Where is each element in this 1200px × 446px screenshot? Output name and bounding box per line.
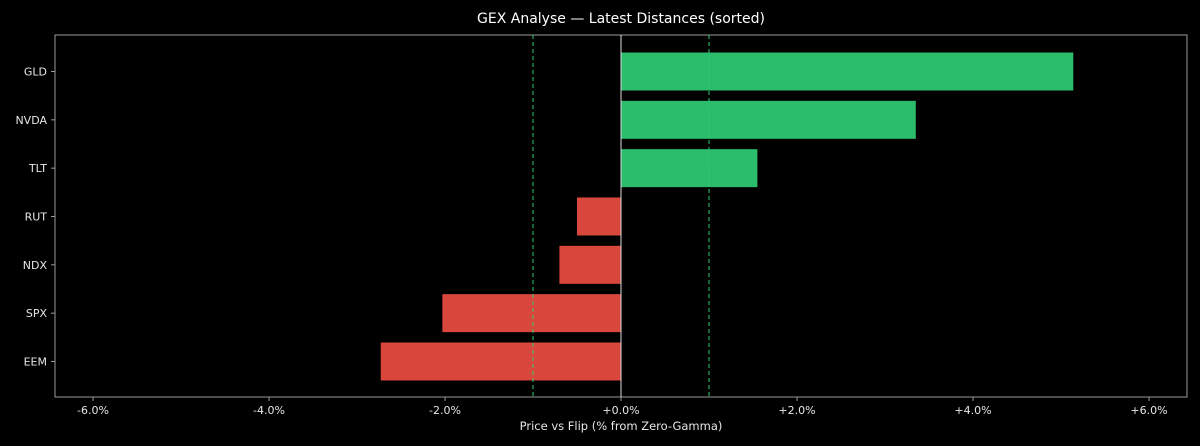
bar-nvda [621, 100, 916, 139]
y-tick-label-gld: GLD [24, 66, 47, 79]
bar-tlt [621, 149, 758, 188]
bar-gld [621, 52, 1074, 91]
y-tick-label-ndx: NDX [23, 259, 48, 272]
x-tick-label: -4.0% [253, 404, 285, 417]
y-tick-label-tlt: TLT [28, 162, 47, 175]
x-tick-label: +0.0% [602, 404, 639, 417]
y-tick-label-rut: RUT [25, 210, 48, 223]
x-tick-label: +6.0% [1130, 404, 1167, 417]
plot-area: GLD NVDA TLT RUT NDX SPX EEM -6.0% -4.0% -2.0% +0.… [15, 34, 1188, 417]
x-tick-label: +4.0% [954, 404, 991, 417]
x-tick-label: +2.0% [778, 404, 815, 417]
chart-title: GEX Analyse — Latest Distances (sorted) [477, 11, 765, 27]
bar-ndx [559, 245, 621, 284]
bar-eem [380, 342, 621, 381]
x-tick-label: -6.0% [77, 404, 109, 417]
y-tick-label-spx: SPX [26, 307, 48, 320]
bar-rut [577, 197, 621, 236]
bar-spx [442, 294, 621, 333]
x-axis-label: Price vs Flip (% from Zero-Gamma) [520, 419, 723, 433]
y-tick-label-eem: EEM [24, 355, 47, 368]
y-tick-label-nvda: NVDA [15, 114, 47, 127]
x-tick-label: -2.0% [429, 404, 461, 417]
